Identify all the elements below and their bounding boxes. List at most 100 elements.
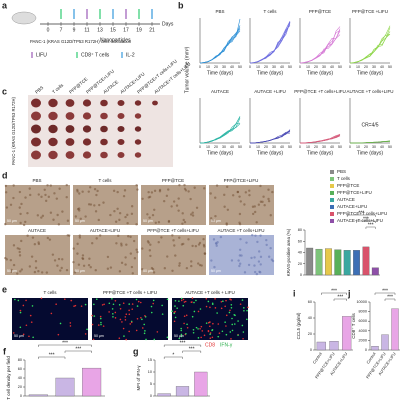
stain-dot — [165, 194, 169, 198]
stain-dot — [223, 205, 226, 208]
cell-line-label: PANC-1 (KRAS G12D/TP53 R172H) — [11, 97, 16, 165]
x-tick-label: 40 — [230, 65, 234, 69]
cell-dot — [100, 323, 102, 326]
stain-dot — [202, 237, 205, 241]
stain-dot — [124, 256, 127, 259]
cell-dot — [152, 299, 155, 302]
stain-dot — [237, 259, 240, 262]
y-tick-label: 6000 — [359, 319, 367, 323]
growth-curve — [299, 28, 341, 64]
stain-dot — [152, 271, 156, 274]
stain-dot — [230, 259, 234, 262]
stain-dot — [190, 264, 193, 268]
x-tick-label: 20 — [264, 65, 268, 69]
x-tick-label: 10 — [306, 145, 310, 149]
stain-dot — [267, 197, 270, 201]
plot-title: AUTACE — [211, 89, 229, 94]
stain-dot — [225, 223, 228, 226]
x-tick-label: 50 — [238, 65, 242, 69]
y-axis-label: MFI of IFN-γ — [136, 365, 141, 391]
cell-dot — [19, 309, 22, 312]
growth-curve — [299, 30, 341, 64]
growth-curve — [249, 23, 291, 64]
cell-dot — [55, 303, 57, 306]
bar — [306, 247, 314, 276]
stain-dot — [213, 265, 216, 269]
stain-dot — [203, 187, 206, 190]
stain-dot — [172, 239, 175, 242]
cell-dot — [233, 323, 236, 325]
x-tick-label: 20 — [264, 145, 268, 149]
cell-dot — [209, 332, 212, 334]
stain-dot — [189, 197, 192, 201]
stain-dot — [120, 242, 123, 245]
significance-label: *** — [368, 222, 374, 228]
cell-dot — [144, 330, 146, 332]
significance-label: *** — [331, 288, 337, 294]
panel-label: d — [2, 170, 8, 180]
cell-dot — [180, 335, 183, 338]
stain-dot — [149, 254, 152, 258]
cell-dot — [193, 301, 195, 304]
cell-dot — [225, 314, 228, 317]
cell-dot — [150, 305, 153, 308]
stain-dot — [141, 247, 144, 250]
tumor — [31, 98, 41, 108]
cell-dot — [156, 331, 159, 333]
bar — [175, 386, 190, 397]
stain-dot — [36, 214, 40, 217]
cell-dot — [229, 331, 232, 333]
cell-dot — [178, 337, 181, 340]
cell-dot — [233, 313, 236, 316]
x-tick-label: 50 — [288, 65, 292, 69]
growth-curve — [249, 25, 291, 64]
growth-curve — [299, 34, 341, 64]
x-tick-label: 40 — [330, 65, 334, 69]
stain-dot — [89, 266, 92, 269]
cell-dot — [102, 325, 105, 327]
cell-dot — [211, 303, 214, 306]
cell-dot — [199, 308, 202, 310]
stain-dot — [24, 220, 27, 224]
stain-dot — [202, 243, 206, 247]
cell-dot — [197, 328, 199, 330]
cell-dot — [150, 311, 153, 314]
cell-dot — [209, 306, 211, 309]
significance-bracket — [365, 226, 376, 229]
stain-dot — [254, 234, 257, 237]
stain-dot — [31, 236, 35, 239]
significance-bracket — [38, 356, 66, 359]
cell-dot — [173, 320, 176, 323]
cell-dot — [125, 313, 128, 316]
stain-dot — [43, 188, 46, 191]
y-tick-label: 80 — [298, 228, 302, 232]
scale-bar: 50 μm — [174, 334, 184, 338]
cell-dot — [180, 299, 183, 302]
stain-dot — [19, 221, 22, 225]
stain-dot — [158, 190, 162, 193]
x-tick-label: 40 — [280, 145, 284, 149]
stain-dot — [44, 199, 48, 203]
cell-dot — [217, 323, 220, 325]
stain-dot — [243, 271, 247, 274]
cell-dot — [231, 329, 234, 332]
stain-dot — [37, 241, 40, 244]
image-title: AUTACE+LIFU — [90, 228, 120, 233]
scale-bar: 50 μm — [14, 334, 24, 338]
x-axis-label: Time (days) — [307, 150, 334, 156]
bar — [342, 316, 352, 351]
stain-dot — [78, 209, 81, 212]
tumor — [65, 99, 75, 107]
stain-dot — [259, 255, 263, 259]
stain-dot — [66, 219, 70, 222]
bar — [371, 346, 379, 351]
y-tick-label: 10000 — [356, 300, 367, 304]
cell-dot — [19, 326, 22, 329]
bar — [329, 341, 339, 351]
cell-dot — [211, 329, 213, 332]
cell-dot — [185, 314, 188, 317]
stain-dot — [18, 206, 21, 209]
cell-dot — [108, 311, 110, 313]
stain-dot — [135, 248, 138, 251]
legend-label: CD8⁺ T cells — [81, 52, 110, 58]
